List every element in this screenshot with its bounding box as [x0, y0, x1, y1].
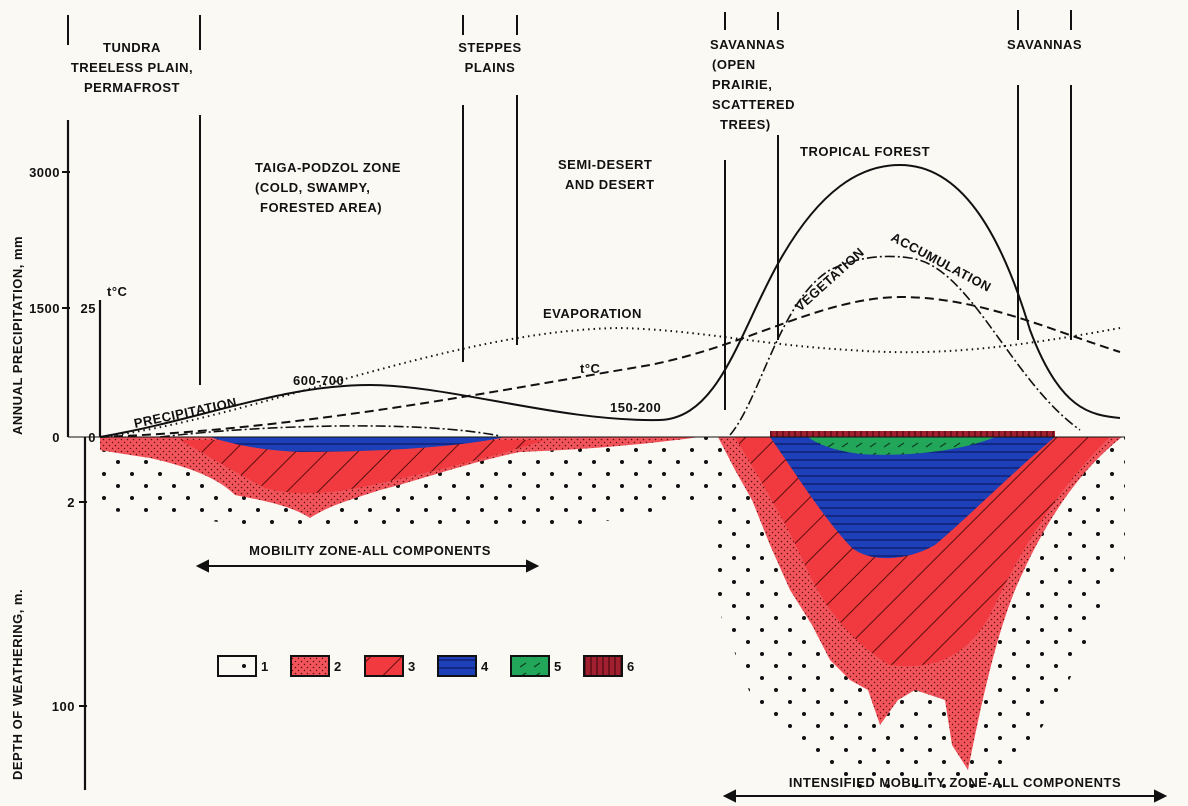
zone-label: SAVANNAS — [710, 37, 785, 52]
y-tick-label: 3000 — [29, 165, 60, 180]
zone-label: STEPPES — [458, 40, 521, 55]
zone-label: TREES) — [720, 117, 771, 132]
depth-tick-label: 2 — [67, 495, 75, 510]
curve-label: EVAPORATION — [543, 306, 642, 321]
curve-label: VEGETATION — [792, 244, 867, 314]
depth-axis-label: DEPTH OF WEATHERING, m. — [10, 589, 25, 780]
legend-label: 4 — [481, 659, 489, 674]
zone-label: PERMAFROST — [84, 80, 180, 95]
legend-label: 3 — [408, 659, 416, 674]
curve-label: PRECIPITATION — [133, 394, 239, 430]
legend-label: 1 — [261, 659, 269, 674]
zone-label: PLAINS — [465, 60, 516, 75]
zone-label: (OPEN — [712, 57, 756, 72]
zone-label: TROPICAL FOREST — [800, 144, 930, 159]
curve-label: ACCUMULATION — [889, 229, 994, 294]
zone-boundaries — [68, 10, 1071, 410]
zone-label: FORESTED AREA) — [260, 200, 382, 215]
depth-tick-label: 100 — [52, 699, 75, 714]
precipitation-axis-label: ANNUAL PRECIPITATION, mm — [10, 236, 25, 435]
zone-label: (COLD, SWAMPY, — [255, 180, 370, 195]
zone-label: SCATTERED — [712, 97, 795, 112]
t-tick-label: 25 — [81, 301, 96, 316]
zone-label: SAVANNAS — [1007, 37, 1082, 52]
zone-label: PRAIRIE, — [712, 77, 772, 92]
zone-label: AND DESERT — [565, 177, 655, 192]
weathering-diagram: 1 2 3 4 5 6 TUNDRA TREELESS PLAIN, PERMA… — [0, 0, 1188, 806]
weathering-profile — [100, 431, 1125, 790]
curve-label: 150-200 — [610, 400, 661, 415]
mobility-zone-label: MOBILITY ZONE-ALL COMPONENTS — [249, 543, 491, 558]
zone-label: SEMI-DESERT — [558, 157, 652, 172]
mobility-zone-label: INTENSIFIED MOBILITY ZONE-ALL COMPONENTS — [789, 775, 1121, 790]
zone-label: TUNDRA — [103, 40, 161, 55]
evaporation-curve — [100, 328, 1120, 437]
temperature-axis-label: t°C — [107, 284, 128, 299]
y-tick-label: 0 — [52, 430, 60, 445]
curve-label: 600-700 — [293, 373, 344, 388]
precipitation-curve — [100, 165, 1120, 437]
zone-label: TREELESS PLAIN, — [71, 60, 193, 75]
zone-6 — [770, 431, 1055, 437]
t-tick-label: 0 — [88, 430, 96, 445]
legend-label: 6 — [627, 659, 635, 674]
zone-label: TAIGA-PODZOL ZONE — [255, 160, 401, 175]
legend-label: 5 — [554, 659, 562, 674]
y-tick-label: 1500 — [29, 301, 60, 316]
legend-label: 2 — [334, 659, 342, 674]
curve-label: t°C — [580, 361, 601, 376]
axis-ticks — [62, 172, 87, 706]
